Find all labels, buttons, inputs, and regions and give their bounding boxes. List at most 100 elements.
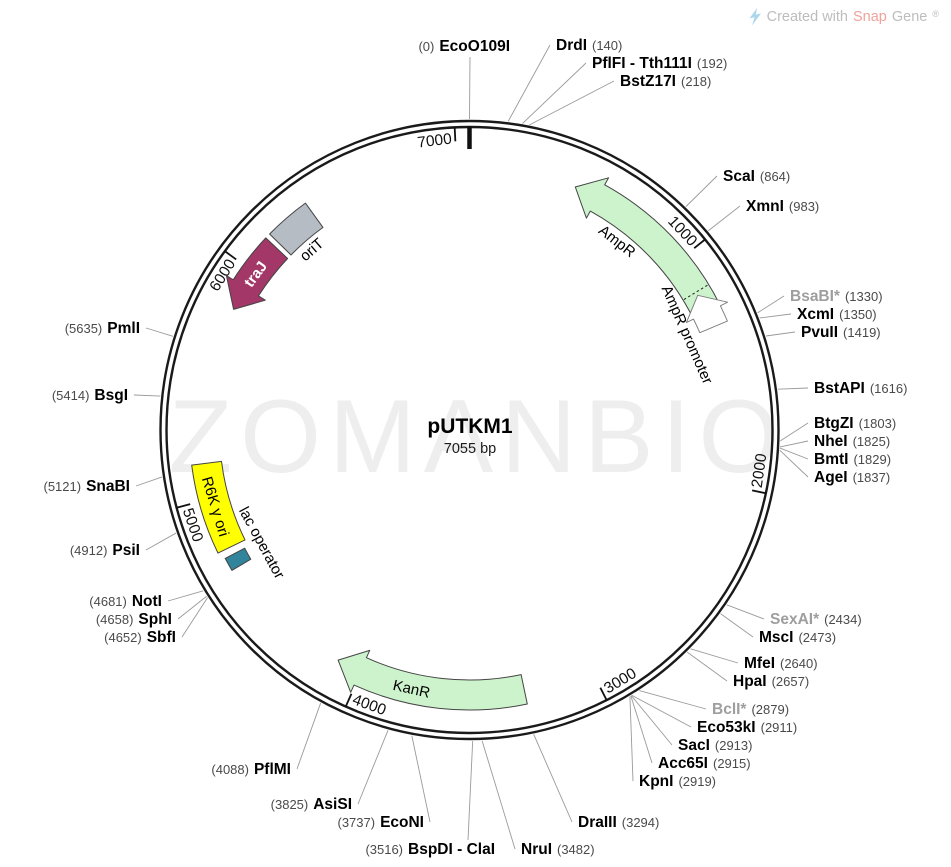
enzyme-label: ScaI (864) [723,168,790,185]
leader-line [481,740,516,850]
leader-line [631,694,692,728]
tick-2000: 2000 [749,452,771,495]
tick-3000: 3000 [599,665,640,702]
enzyme-label: Eco53kI (2911) [697,719,797,736]
enzyme-eco53ki: Eco53kI (2911) [631,694,797,736]
enzyme-label: (3825) AsiSI [271,796,352,813]
enzyme-pvuii: PvuII (1419) [765,324,881,341]
leader-line [145,532,177,551]
enzyme-label: NruI (3482) [521,841,595,858]
feature-r6k-ori [191,460,246,554]
leader-line [629,696,634,782]
enzyme-btgzi: BtgZI (1803) [780,415,896,442]
enzyme-label: PflFI - Tth111I (192) [592,55,727,72]
enzyme-bcli: BclI* (2879) [639,690,789,718]
leader-line [685,175,718,207]
enzyme-label: BsaBI* (1330) [790,288,883,305]
enzyme-label: AgeI (1837) [814,469,890,486]
leader-line [507,44,551,122]
enzyme-label: DrdI (140) [556,37,622,54]
enzyme-label: MfeI (2640) [744,655,818,672]
enzyme-bsgi: (5414) BsgI [52,387,161,404]
feature-kanr [337,649,528,711]
enzyme-agei: AgeI (1837) [779,449,890,486]
enzyme-draiii: DraIII (3294) [533,734,659,831]
leader-line [686,651,728,682]
credit-prefix: Created with [766,9,848,25]
leader-line [529,80,615,126]
leader-line [639,690,707,710]
enzyme-msci: MscI (2473) [720,613,836,646]
feature-orit [269,202,324,256]
enzyme-nrui: NruI (3482) [481,740,595,858]
enzyme-mfei: MfeI (2640) [690,648,818,672]
snapgene-credit: Created with Snap Gene ® [748,8,939,26]
leader-line [690,648,739,664]
enzyme-psii: (4912) PsiI [70,532,177,559]
leader-line [135,476,163,487]
enzyme-label: (4652) SbfI [104,629,176,646]
enzyme-xcmi: XcmI (1350) [759,306,877,323]
leader-line [411,735,431,823]
enzyme-sbfi: (4652) SbfI [104,597,208,646]
enzyme-asisi: (3825) AsiSI [271,729,389,813]
enzyme-label: (3516) BspDI - ClaI [365,841,495,858]
backbone-ring-outer [159,119,780,741]
credit-brand-gene: Gene [891,9,928,25]
enzyme-label: (5414) BsgI [52,387,128,404]
tick-label-2000: 2000 [749,452,771,489]
enzyme-noti: (4681) NotI [89,590,204,610]
leader-line [720,613,754,638]
enzyme-label: KpnI (2919) [639,773,716,790]
enzyme-label: BclI* (2879) [712,701,789,718]
leader-line [145,327,174,337]
enzyme-label: DraIII (3294) [578,814,659,831]
leader-line [533,734,573,823]
enzyme-label: (4088) PflMI [211,761,291,778]
enzyme-hpai: HpaI (2657) [686,651,809,690]
registered-mark: ® [932,9,939,19]
enzyme-label: XmnI (983) [746,198,819,215]
leader-line [708,205,741,232]
feature-label-lac-operator: lac operator [235,504,288,582]
leader-line [630,695,653,764]
enzyme-kpni: KpnI (2919) [629,696,716,790]
enzyme-label: (5121) SnaBI [43,478,130,495]
enzyme-xmni: XmnI (983) [708,198,819,232]
leader-line [177,595,207,620]
enzyme-label: BmtI (1829) [814,451,891,468]
leader-line [469,56,471,120]
leader-line [133,394,161,397]
enzyme-saci: SacI (2913) [630,695,752,754]
feature-ampr-promoter [685,294,729,334]
enzyme-pflmi: (4088) PflMI [211,702,322,778]
enzyme-label: PvuII (1419) [801,324,881,341]
enzyme-label: (3737) EcoNI [337,814,424,831]
leader-line [757,295,785,314]
enzyme-sexai: SexAI* (2434) [726,604,862,628]
tick-label-7000: 7000 [416,130,453,151]
enzyme-bstapi: BstAPI (1616) [777,380,907,397]
enzyme-label: XcmI (1350) [797,306,877,323]
credit-brand-snap: Snap [853,9,887,25]
enzyme-sphi: (4658) SphI [96,595,207,628]
enzyme-ecoo109i: (0) EcoO109I [418,38,510,120]
enzyme-snabi: (5121) SnaBI [43,476,163,495]
enzyme-scai: ScaI (864) [685,168,790,207]
enzyme-label: NheI (1825) [814,433,890,450]
leader-line [630,695,673,746]
leader-line [759,313,792,319]
enzyme-bspdi-clai: (3516) BspDI - ClaI [365,740,495,858]
features [191,177,729,711]
enzyme-label: BstZ17I (218) [620,73,711,90]
leader-line [780,422,809,442]
enzyme-sites: (0) EcoO109I DrdI (140)PflFI - Tth111I (192)… [43,37,907,858]
leader-line [779,440,809,448]
enzyme-label: (0) EcoO109I [418,38,510,55]
plasmid-size: 7055 bp [444,441,496,457]
enzyme-drdi: DrdI (140) [507,37,622,122]
enzyme-label: (4912) PsiI [70,542,140,559]
enzyme-label: SexAI* (2434) [770,611,862,628]
leader-line [777,387,809,390]
